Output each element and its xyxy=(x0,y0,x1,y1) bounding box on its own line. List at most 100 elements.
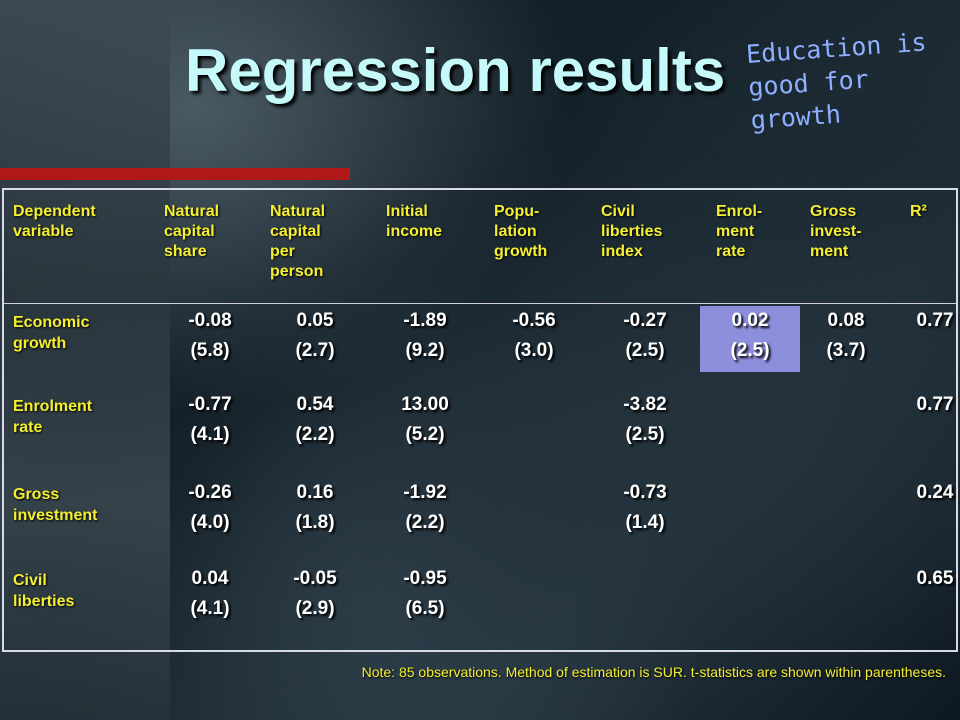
column-header-line: Civil xyxy=(601,203,635,220)
column-header-line: Initial xyxy=(386,203,428,220)
t-statistic: (5.2) xyxy=(405,424,445,445)
t-statistic: (2.7) xyxy=(295,340,335,361)
coefficient-value: -0.95 xyxy=(403,568,447,589)
accent-bar xyxy=(0,168,350,180)
header-separator xyxy=(4,303,956,304)
column-header-line: rate xyxy=(716,243,746,260)
table-cell: 0.04 (4.1) xyxy=(165,564,255,624)
row-label: Gross investment xyxy=(13,484,97,526)
table-cell: 0.77 xyxy=(890,390,960,420)
row-label-line: Enrolment xyxy=(13,398,93,415)
column-header-line: person xyxy=(270,263,324,280)
coefficient-value: -0.27 xyxy=(623,310,667,331)
column-header-line: variable xyxy=(13,223,74,240)
table-cell: 0.54 (2.2) xyxy=(270,390,360,450)
table-cell: -1.89 (9.2) xyxy=(380,306,470,366)
column-header-line: capital xyxy=(164,223,215,240)
coefficient-value: 0.65 xyxy=(916,568,954,589)
footnote: Note: 85 observations. Method of estimat… xyxy=(361,664,946,680)
column-header-line: growth xyxy=(494,243,548,260)
column-header-line: share xyxy=(164,243,207,260)
column-header-line: Popu- xyxy=(494,203,540,220)
column-header-line: Enrol- xyxy=(716,203,763,220)
background-band xyxy=(0,0,170,720)
column-header: Initial income xyxy=(386,202,442,242)
t-statistic: (2.2) xyxy=(295,424,335,445)
row-label-line: liberties xyxy=(13,593,75,610)
column-header-line: capital xyxy=(270,223,321,240)
column-header-line: lation xyxy=(494,223,537,240)
t-statistic: (2.5) xyxy=(625,424,665,445)
column-header-line: R² xyxy=(910,203,927,220)
coefficient-value: -1.92 xyxy=(403,482,447,503)
column-header: Dependent variable xyxy=(13,202,96,242)
coefficient-value: 0.16 xyxy=(296,482,334,503)
table-cell: -0.77 (4.1) xyxy=(165,390,255,450)
coefficient-value: 0.02 xyxy=(731,310,769,331)
coefficient-value: 0.05 xyxy=(296,310,334,331)
column-header-line: ment xyxy=(810,243,849,260)
t-statistic: (4.1) xyxy=(190,598,230,619)
column-header-line: invest- xyxy=(810,223,862,240)
table-cell: -0.08 (5.8) xyxy=(165,306,255,366)
t-statistic: (6.5) xyxy=(405,598,445,619)
table-cell: 0.08 (3.7) xyxy=(801,306,891,366)
coefficient-value: 0.04 xyxy=(191,568,229,589)
coefficient-value: -0.56 xyxy=(512,310,556,331)
table-cell: -0.73 (1.4) xyxy=(600,478,690,538)
row-label-line: Civil xyxy=(13,572,47,589)
row-label-line: Economic xyxy=(13,314,90,331)
table-cell: 0.16 (1.8) xyxy=(270,478,360,538)
t-statistic: (1.8) xyxy=(295,512,335,533)
column-header-line: per xyxy=(270,243,295,260)
column-header-line: Natural xyxy=(164,203,220,220)
regression-table: Dependent variable Natural capital share Natu… xyxy=(2,188,958,652)
t-statistic: (5.8) xyxy=(190,340,230,361)
column-header-line: liberties xyxy=(601,223,663,240)
column-header: Enrol-ment rate xyxy=(716,202,762,262)
coefficient-value: -0.08 xyxy=(188,310,232,331)
row-label: Economic growth xyxy=(13,312,89,354)
slide-title: Regression results xyxy=(185,37,726,104)
column-header: Popu-lation growth xyxy=(494,202,547,262)
column-header: Natural capital per person xyxy=(270,202,325,282)
t-statistic: (3.7) xyxy=(826,340,866,361)
coefficient-value: -3.82 xyxy=(623,394,667,415)
row-label-line: Gross xyxy=(13,486,60,503)
t-statistic: (9.2) xyxy=(405,340,445,361)
table-cell: -0.56 (3.0) xyxy=(489,306,579,366)
column-header-line: Gross xyxy=(810,203,857,220)
table-cell: -0.26 (4.0) xyxy=(165,478,255,538)
column-header-line: Natural xyxy=(270,203,326,220)
row-label-line: rate xyxy=(13,419,43,436)
column-header: Civil liberties index xyxy=(601,202,662,262)
table-cell: -0.95 (6.5) xyxy=(380,564,470,624)
column-header: Gross invest-ment xyxy=(810,202,862,262)
coefficient-value: 0.08 xyxy=(827,310,865,331)
row-label-line: growth xyxy=(13,335,67,352)
row-label: Civil liberties xyxy=(13,570,74,612)
table-cell: 0.05 (2.7) xyxy=(270,306,360,366)
column-header: R² xyxy=(910,202,927,222)
t-statistic: (1.4) xyxy=(625,512,665,533)
t-statistic: (2.2) xyxy=(405,512,445,533)
handwritten-annotation: Education is good for growth xyxy=(745,27,928,135)
column-header-line: index xyxy=(601,243,643,260)
t-statistic: (3.0) xyxy=(514,340,554,361)
row-label: Enrolment rate xyxy=(13,396,92,438)
table-cell: -0.27 (2.5) xyxy=(600,306,690,366)
t-statistic: (4.1) xyxy=(190,424,230,445)
row-label-line: investment xyxy=(13,507,98,524)
t-statistic: (2.5) xyxy=(625,340,665,361)
column-header-line: income xyxy=(386,223,443,240)
table-cell: 13.00 (5.2) xyxy=(380,390,470,450)
table-cell: -1.92 (2.2) xyxy=(380,478,470,538)
coefficient-value: -0.73 xyxy=(623,482,667,503)
coefficient-value: 13.00 xyxy=(401,394,449,415)
column-header: Natural capital share xyxy=(164,202,219,262)
table-cell: 0.65 xyxy=(890,564,960,594)
coefficient-value: -1.89 xyxy=(403,310,447,331)
table-cell: 0.02 (2.5) xyxy=(700,306,800,372)
table-cell: -3.82 (2.5) xyxy=(600,390,690,450)
coefficient-value: -0.05 xyxy=(293,568,337,589)
